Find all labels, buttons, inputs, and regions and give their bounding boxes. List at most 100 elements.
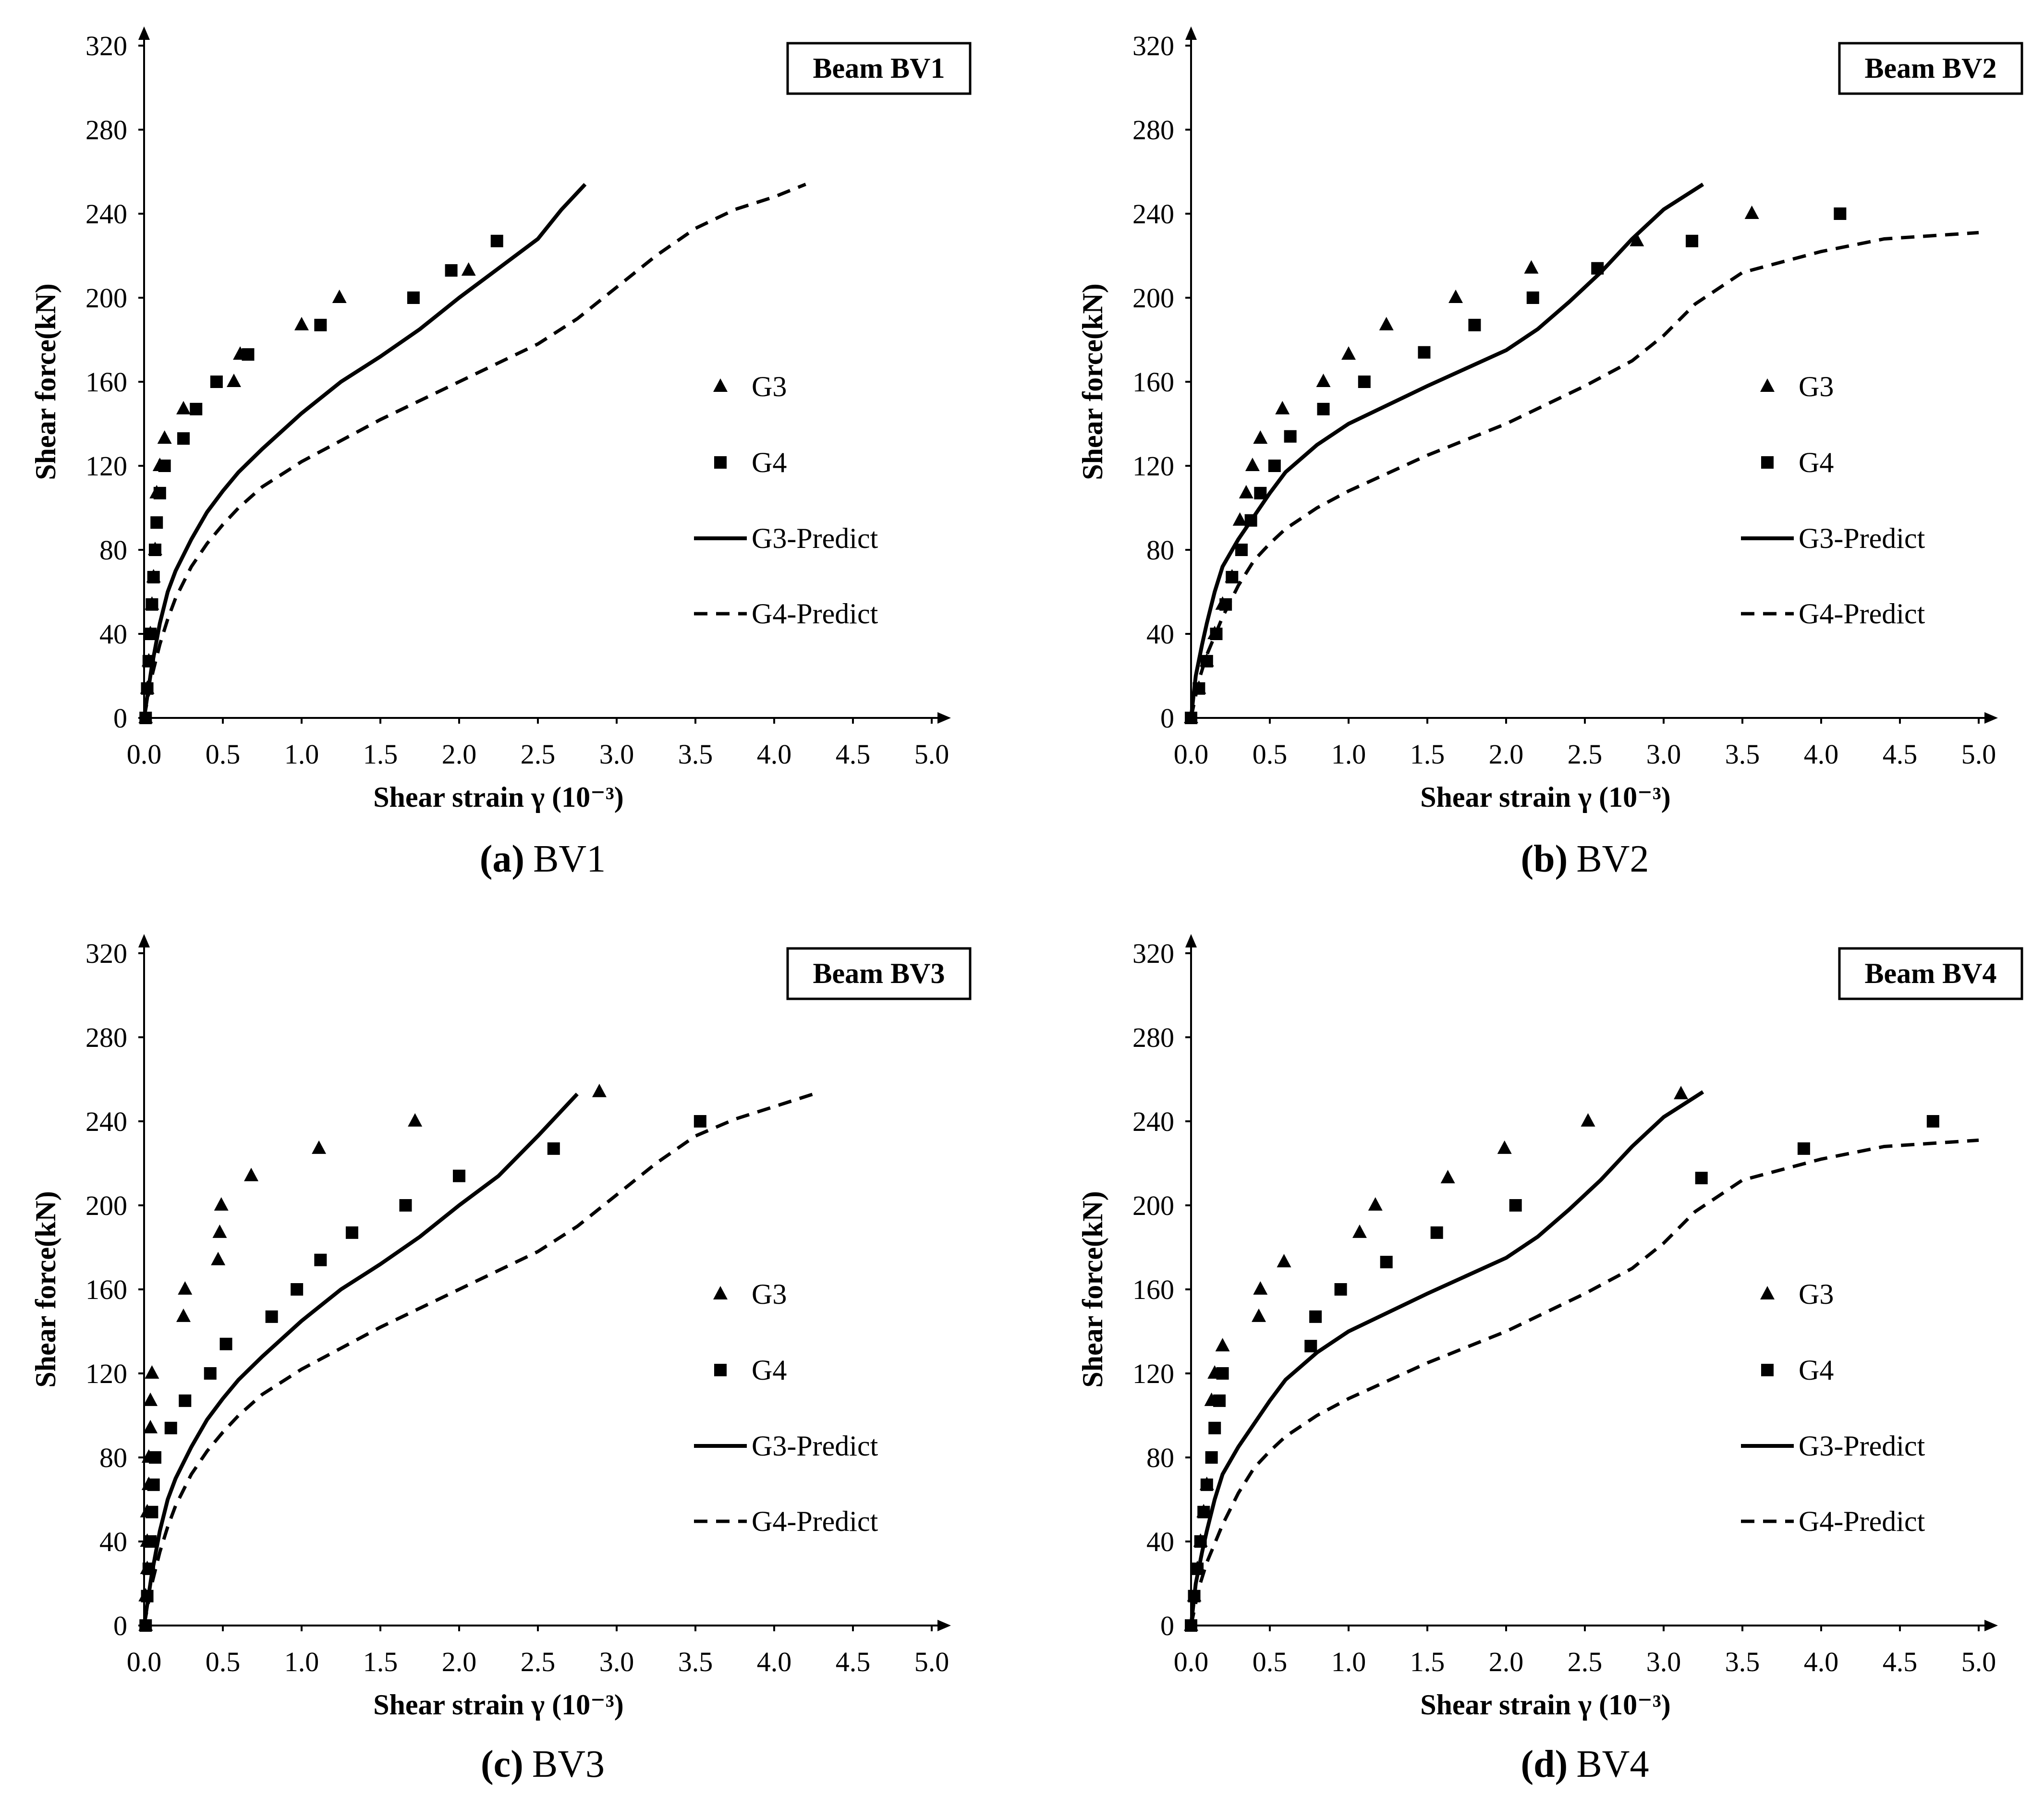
g4-point (1430, 1226, 1443, 1239)
g3-point (294, 316, 309, 330)
x-tick-label: 1.0 (284, 1646, 319, 1677)
x-tick-label: 5.0 (914, 739, 949, 770)
g3-point (1341, 346, 1356, 360)
y-axis-title: Shear force(kN) (1077, 1191, 1108, 1387)
x-tick-label: 0.5 (1253, 739, 1288, 770)
y-tick-label: 280 (1132, 114, 1174, 146)
g4-point (1380, 1256, 1393, 1269)
legend-label-g4: G4 (1799, 1354, 1834, 1386)
g4-point (1797, 1142, 1810, 1155)
g4-point (1192, 682, 1205, 695)
g3-point (1448, 290, 1463, 303)
legend-label-g4-predict: G4-Predict (1799, 598, 1925, 630)
y-tick-label: 200 (85, 1190, 127, 1221)
g3-point (1277, 1254, 1291, 1268)
y-tick-label: 160 (1132, 366, 1174, 398)
g4-point (150, 516, 163, 529)
x-tick-label: 2.0 (442, 1646, 477, 1677)
x-tick-label: 3.0 (599, 739, 634, 770)
legend-label-g3: G3 (752, 1278, 787, 1310)
beam-title-box (1838, 947, 2023, 1000)
panel-d: 0.0 0.5 1.0 1.5 2.0 2.5 3.0 3.5 4.0 4.5 5.0 0 40 80 12… (1077, 934, 2023, 1785)
legend-marker-g4 (1761, 1364, 1774, 1376)
g4-point (1185, 712, 1197, 724)
y-tick-label: 80 (99, 534, 127, 566)
x-tick-label: 5.0 (1961, 739, 1996, 770)
x-tick-label: 2.5 (1568, 1646, 1603, 1677)
g4-point (1188, 1590, 1201, 1602)
y-axis-arrow (1185, 26, 1197, 40)
g3-point (1253, 430, 1268, 444)
g3-point (312, 1140, 327, 1154)
g4-point (142, 655, 155, 667)
g4-point (1334, 1283, 1347, 1296)
legend-marker-g4 (714, 456, 727, 469)
y-tick-label: 280 (1132, 1022, 1174, 1053)
legend-label-g3: G3 (1799, 371, 1834, 402)
y-axis-arrow (138, 26, 150, 40)
g4-point (1208, 1421, 1221, 1434)
g3-point (176, 1308, 191, 1322)
x-tick-label: 5.0 (914, 1646, 949, 1677)
y-tick-label: 200 (1132, 282, 1174, 314)
x-tick-label: 4.5 (1883, 1646, 1918, 1677)
x-tick-label: 4.0 (757, 739, 792, 770)
x-tick-label: 3.0 (1646, 1646, 1681, 1677)
g3-point (143, 1392, 158, 1406)
panel-caption: (b) BV2 (1521, 838, 1649, 880)
g4-point (146, 598, 158, 611)
y-tick-label: 40 (1146, 619, 1174, 650)
g3-point (1497, 1140, 1512, 1154)
g4-point (164, 1421, 177, 1434)
g3-point (157, 430, 172, 444)
g4-point (1200, 655, 1213, 667)
g4-point (1219, 598, 1232, 611)
g4-point (144, 1535, 157, 1548)
g3-point (1581, 1113, 1595, 1127)
legend-label-g4-predict: G4-Predict (752, 1505, 878, 1537)
g4-point (1317, 402, 1330, 415)
y-tick-label: 320 (85, 938, 127, 969)
legend-marker-g4 (714, 1364, 727, 1376)
x-axis-arrow (1984, 1620, 1998, 1631)
legend-label-g3: G3 (1799, 1278, 1834, 1310)
g4-point (219, 1337, 232, 1350)
y-tick-label: 0 (1160, 703, 1174, 734)
g4-point (265, 1310, 278, 1323)
g4-point (1194, 1535, 1207, 1548)
x-tick-label: 5.0 (1961, 1646, 1996, 1677)
g3-point (1352, 1224, 1367, 1238)
caption-text: BV2 (1576, 838, 1649, 880)
legend-marker-g4 (1761, 456, 1774, 469)
g3-point (1232, 512, 1247, 526)
g3-point (1524, 260, 1539, 274)
g4-point (445, 264, 458, 277)
y-tick-label: 0 (1160, 1610, 1174, 1641)
series-line-g3-predict (142, 183, 587, 718)
g4-point (1418, 346, 1431, 359)
y-tick-label: 320 (1132, 30, 1174, 61)
series-line-g4-predict (1189, 1138, 1979, 1626)
g4-point (139, 1619, 152, 1632)
legend-marker-g3 (1760, 378, 1775, 392)
g4-point (242, 348, 255, 361)
g4-point (1284, 430, 1297, 443)
g3-point (176, 400, 191, 414)
x-tick-label: 0.5 (1253, 1646, 1288, 1677)
y-tick-label: 160 (1132, 1274, 1174, 1305)
x-tick-label: 3.0 (599, 1646, 634, 1677)
x-tick-label: 4.5 (836, 739, 871, 770)
y-tick-label: 80 (1146, 534, 1174, 566)
series-line-g4-predict (142, 182, 806, 718)
g4-point (1686, 234, 1699, 247)
g3-point (212, 1224, 227, 1238)
x-axis-arrow (1984, 712, 1998, 724)
x-tick-label: 2.0 (1489, 1646, 1524, 1677)
g3-point (1239, 485, 1253, 498)
g4-point (1244, 514, 1257, 527)
y-tick-label: 280 (85, 114, 127, 146)
caption-letter: (b) (1521, 838, 1568, 880)
g4-point (345, 1226, 358, 1239)
g4-point (694, 1115, 706, 1128)
g4-point (139, 712, 152, 724)
